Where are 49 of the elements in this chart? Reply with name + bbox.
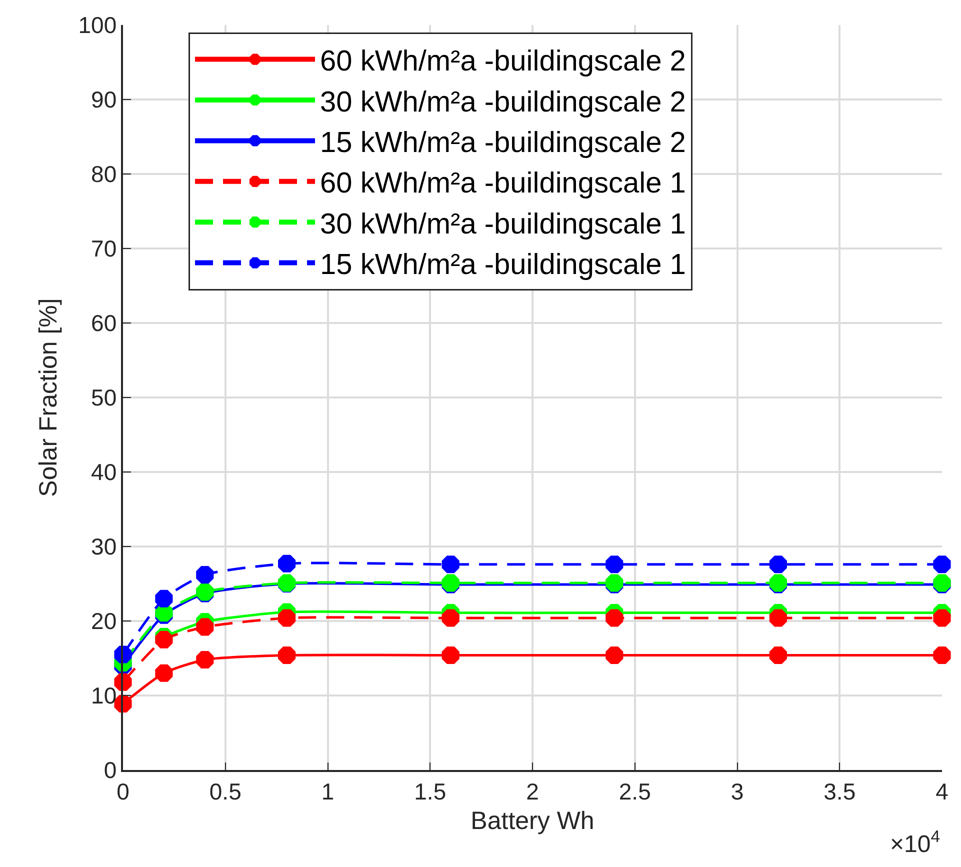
point (155, 630, 173, 648)
point (606, 646, 624, 664)
y-tick-label: 10 (91, 682, 117, 709)
y-tick-label: 90 (91, 86, 117, 113)
x-tick-label: 0.5 (209, 778, 242, 804)
x-tick-label: 3 (730, 778, 744, 804)
y-tick-label: 50 (91, 384, 117, 411)
legend-label: 30 kWh/m²a -buildingscale 1 (320, 208, 686, 240)
y-tick-label: 40 (91, 459, 117, 486)
legend-label: 60 kWh/m²a -buildingscale 2 (320, 46, 686, 78)
point (155, 664, 173, 682)
x-tick-label: 4 (936, 778, 949, 804)
y-tick-label: 70 (91, 236, 117, 262)
y-tick-label: 60 (91, 310, 117, 336)
point (606, 556, 624, 574)
legend-label: 60 kWh/m²a -buildingscale 1 (320, 168, 686, 200)
point (278, 609, 296, 627)
legend-label: 15 kWh/m²a -buildingscale 2 (320, 127, 686, 160)
point (278, 646, 296, 664)
legend-label: 15 kWh/m²a -buildingscale 1 (320, 249, 686, 282)
point (769, 556, 787, 574)
x-tick-label: 3.5 (824, 778, 856, 804)
x-tick-label: 1.5 (414, 778, 446, 804)
y-axis-title: Solar Fraction [%] (34, 298, 63, 497)
point (933, 609, 951, 627)
point (196, 618, 214, 636)
legend-label: 30 kWh/m²a -buildingscale 2 (320, 86, 686, 118)
point (442, 609, 460, 627)
point (769, 646, 787, 664)
point (155, 590, 173, 608)
y-tick-label: 30 (91, 534, 117, 560)
point (196, 650, 214, 669)
y-tick-label: 80 (91, 161, 117, 188)
point (278, 554, 296, 572)
text: ×10$^{4}$ (890, 827, 940, 858)
point (769, 609, 787, 627)
point (606, 609, 624, 627)
point (933, 646, 951, 664)
x-tick-label: 2 (526, 778, 539, 804)
y-tick-label: 20 (91, 608, 117, 634)
point (933, 556, 951, 574)
x-tick-label: 1 (321, 778, 334, 804)
y-tick-label: 0 (104, 757, 117, 784)
y-tick-label: 100 (78, 12, 117, 38)
x-axis-title: Battery Wh (470, 806, 594, 835)
point (196, 566, 214, 584)
point (442, 646, 460, 664)
point (442, 556, 460, 574)
x-tick-label: 2.5 (618, 778, 651, 804)
